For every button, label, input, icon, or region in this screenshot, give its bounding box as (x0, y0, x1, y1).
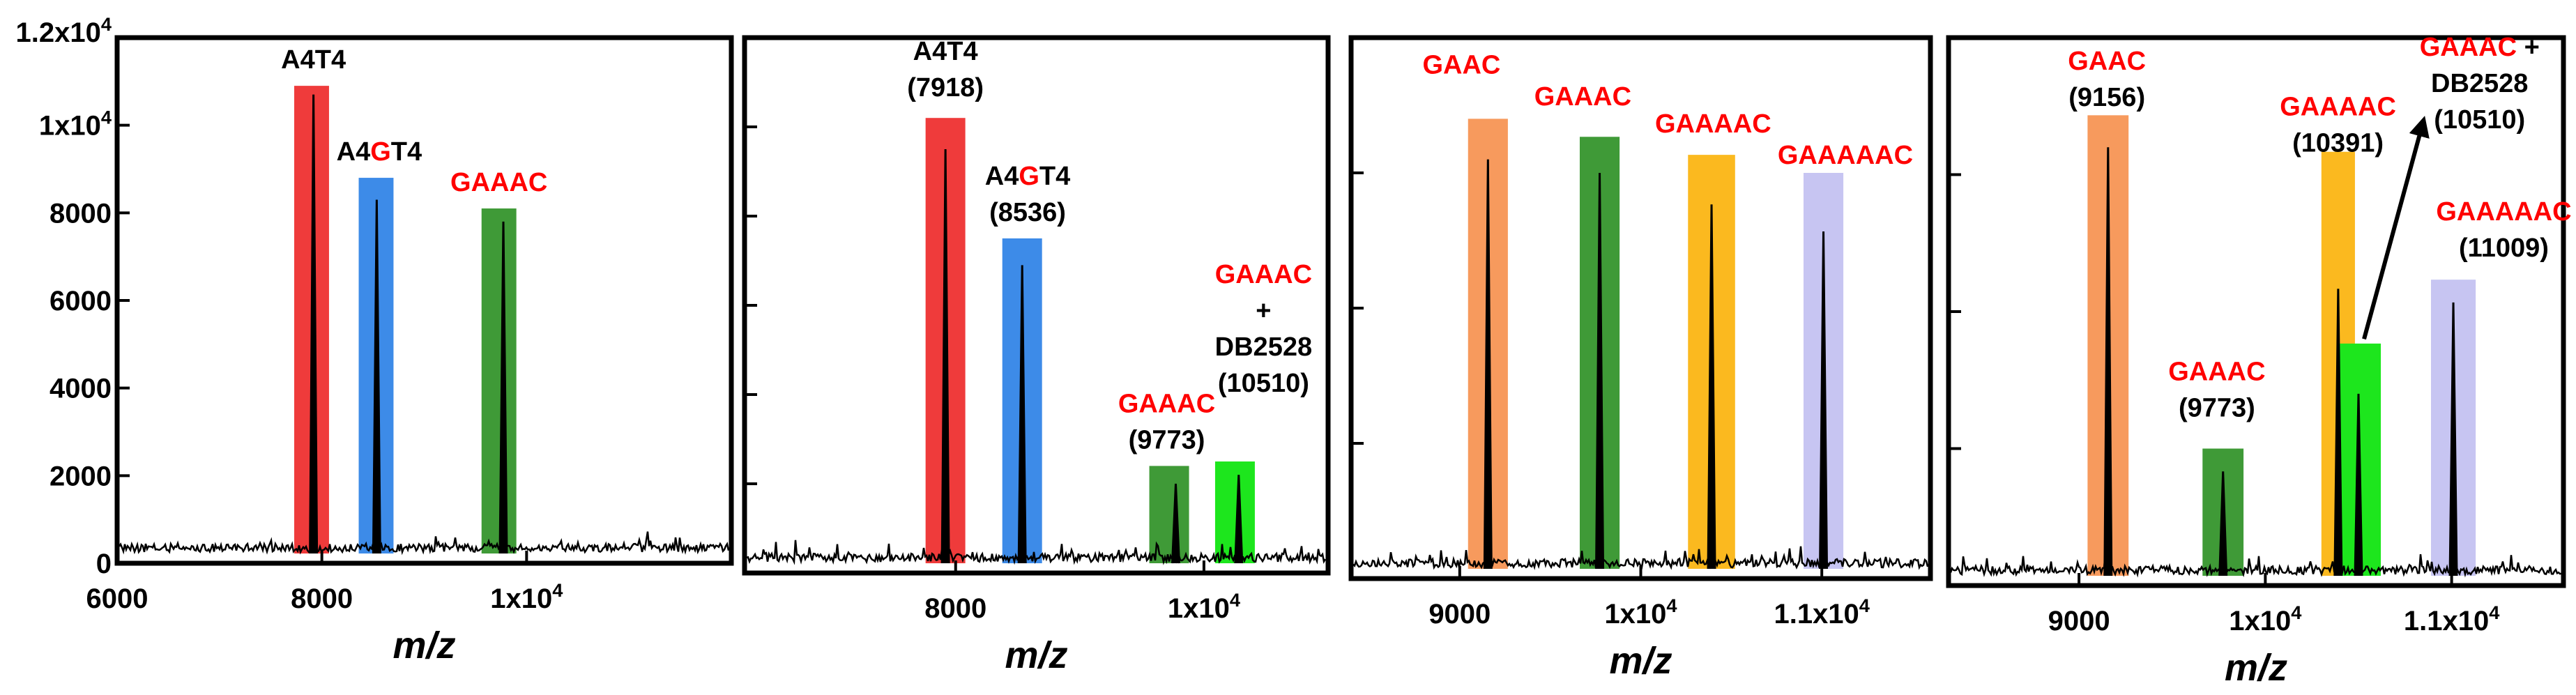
peak-label-1-2: A4GT4 (337, 137, 422, 167)
peak-label-4-2: GAAAC (9773) (2168, 357, 2265, 422)
spectrum-peak-4-5 (2448, 302, 2458, 576)
spectrum-baseline-3 (1352, 546, 1929, 570)
spectrum-peak-2-2 (1017, 265, 1027, 564)
spectrum-peak-4-4 (2354, 393, 2363, 576)
panel-frame-1 (114, 35, 734, 566)
x-tick-label-2-2: 1x104 (1168, 589, 1240, 624)
y-tick-label-7: 1.2x104 (16, 13, 112, 48)
x-tick-label-1-1: 6000 (86, 583, 148, 614)
peak-label-2-2: A4GT4 (8536) (985, 162, 1071, 227)
panel-4: m/z GAAC (9156) GAAAC (9773) GAAAAC (10391) GAA… (1946, 33, 2572, 689)
x-axis-label-4: m/z (2225, 647, 2287, 689)
highlight-bar-1-3 (481, 208, 517, 553)
panel-2: m/z A4T4 (7918)A4GT4 (8536) GAAAC (9773)GAAAC… (742, 35, 1331, 676)
y-tick-label-3: 4000 (49, 374, 112, 404)
x-tick-label-4-3: 1.1x104 (2404, 602, 2499, 636)
spectrum-baseline-1 (118, 531, 730, 556)
spectrum-peak-3-4 (1819, 231, 1829, 570)
panel-1: m/z A4T4 A4GT4 GAAAC (114, 35, 734, 666)
spectrum-peak-4-3 (2333, 289, 2343, 576)
peak-label-4-4: GAAAC + DB2528 (10510) (2420, 33, 2540, 135)
x-tick-label-3-1: 9000 (1428, 599, 1491, 629)
x-tick-label-4-1: 9000 (2048, 606, 2110, 636)
spectrum-peak-2-3 (1171, 483, 1180, 564)
spectrum-peak-3-2 (1595, 172, 1605, 570)
x-tick-label-1-2: 8000 (291, 583, 353, 614)
y-tick-label-4: 6000 (49, 286, 112, 316)
x-tick-label-2-1: 8000 (924, 593, 986, 624)
x-axis-label-3: m/z (1609, 640, 1672, 682)
peak-label-3-4: GAAAAAC (1778, 141, 1913, 170)
spectrum-peak-1-1 (309, 94, 319, 554)
peak-label-1-1: A4T4 (281, 45, 346, 75)
spectrum-peak-3-3 (1707, 204, 1716, 570)
x-axis-label-1: m/z (393, 625, 455, 666)
y-tick-label-2: 2000 (49, 461, 112, 491)
spectrum-baseline-4 (1949, 553, 2562, 578)
panel-frame-3 (1348, 35, 1933, 581)
highlight-bar-2-3 (1149, 466, 1189, 563)
x-tick-label-1-3: 1x104 (490, 579, 563, 614)
x-tick-label-3-3: 1.1x104 (1774, 595, 1869, 629)
y-tick-label-5: 8000 (49, 198, 112, 229)
spectrum-peak-2-1 (940, 148, 950, 564)
x-axis-label-2: m/z (1005, 634, 1067, 676)
y-tick-label-6: 1x104 (39, 107, 112, 142)
peak-label-4-1: GAAC (9156) (2068, 47, 2146, 112)
peak-label-4-5: GAAAAAC (11009) (2436, 197, 2571, 263)
peak-label-2-4: GAAAC + DB2528 (10510) (1215, 260, 1312, 398)
peak-label-4-3: GAAAAC (10391) (2280, 92, 2396, 158)
peak-label-3-1: GAAC (1422, 51, 1500, 80)
spectrum-baseline-2 (746, 540, 1327, 565)
peak-label-3-2: GAAAC (1534, 82, 1631, 112)
spectrum-peak-4-1 (2103, 147, 2113, 576)
y-tick-label-1: 0 (96, 549, 112, 579)
peak-label-2-3: GAAAC (9773) (1118, 390, 1215, 455)
x-tick-label-4-2: 1x104 (2229, 602, 2301, 636)
peak-label-3-3: GAAAAC (1655, 109, 1771, 139)
spectrum-peak-4-2 (2218, 471, 2228, 576)
peak-label-2-1: A4T4 (7918) (907, 37, 984, 102)
spectrum-peak-2-4 (1234, 475, 1244, 564)
annotation-arrow-4 (2362, 116, 2430, 340)
spectrum-peak-3-1 (1483, 159, 1493, 570)
spectrum-peak-1-2 (372, 199, 381, 554)
x-tick-label-3-2: 1x104 (1604, 595, 1677, 629)
spectrum-peak-1-3 (498, 221, 508, 554)
peak-label-1-3: GAAAC (450, 168, 547, 197)
